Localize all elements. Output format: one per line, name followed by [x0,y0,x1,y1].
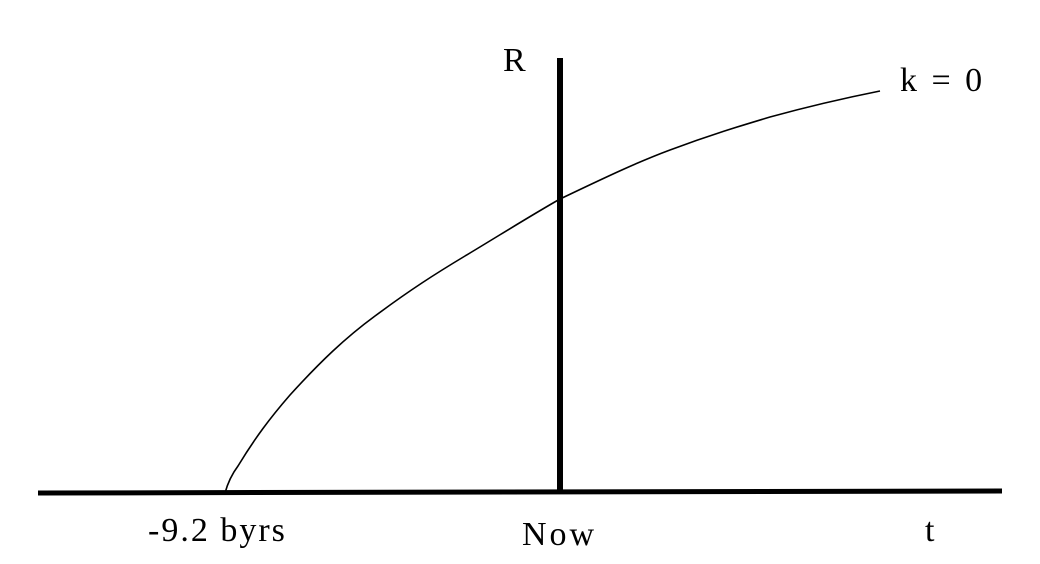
time-axis [37,488,1003,496]
x-axis-label: t [925,512,935,549]
y-axis-label: R [503,42,526,79]
x-tick-now: Now [522,516,598,553]
k-zero-curve [224,90,881,494]
curve-label: k = 0 [900,62,983,99]
x-tick-origin: -9.2 byrs [148,512,287,549]
